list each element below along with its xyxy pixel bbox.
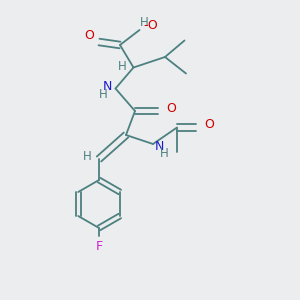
Text: H: H — [118, 59, 127, 73]
Text: F: F — [95, 240, 103, 254]
Text: N: N — [155, 140, 164, 153]
Text: H: H — [160, 147, 169, 160]
Text: H: H — [98, 88, 107, 101]
Text: O: O — [166, 101, 176, 115]
Text: N: N — [102, 80, 112, 93]
Text: O: O — [204, 118, 214, 131]
Text: H: H — [140, 16, 148, 29]
Text: O: O — [84, 28, 94, 42]
Text: -O: -O — [143, 19, 158, 32]
Text: H: H — [83, 149, 92, 163]
